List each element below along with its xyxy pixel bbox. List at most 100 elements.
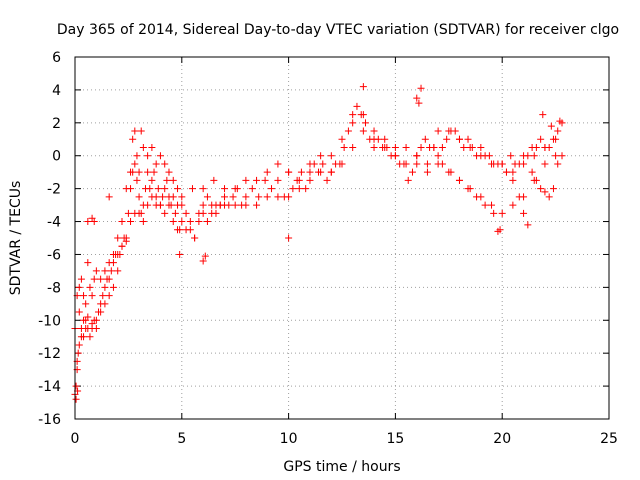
data-point (133, 176, 141, 184)
data-point (413, 94, 421, 102)
data-point (319, 160, 327, 168)
data-point (361, 119, 369, 127)
data-point (163, 176, 171, 184)
data-point (221, 193, 229, 201)
data-point (295, 185, 303, 193)
data-point (101, 283, 109, 291)
data-point (90, 316, 98, 324)
data-point (133, 152, 141, 160)
data-point (338, 135, 346, 143)
data-point (156, 201, 164, 209)
data-point (248, 185, 256, 193)
data-point (421, 135, 429, 143)
data-point (191, 234, 199, 242)
data-point (109, 250, 117, 258)
data-point (306, 176, 314, 184)
data-point (186, 226, 194, 234)
data-point (408, 168, 416, 176)
data-point (552, 152, 560, 160)
data-point (92, 325, 100, 332)
data-point (105, 275, 113, 283)
series-outliers (72, 83, 564, 403)
data-point (430, 144, 438, 151)
data-point (253, 201, 261, 209)
data-point (75, 341, 83, 349)
data-point (391, 144, 399, 151)
data-point (295, 176, 303, 184)
y-tick-label: -12 (38, 346, 61, 362)
data-point (199, 209, 207, 217)
data-point (302, 185, 310, 193)
data-point (174, 185, 182, 193)
data-point (203, 193, 211, 201)
data-point (274, 176, 282, 184)
grid (74, 56, 610, 420)
data-point (402, 144, 410, 151)
data-point (285, 234, 293, 242)
data-point (199, 257, 207, 265)
data-point (473, 193, 481, 201)
data-point (349, 144, 357, 151)
y-tick-label: -6 (47, 247, 61, 263)
data-point (182, 209, 190, 217)
data-point (148, 144, 156, 151)
data-point (359, 83, 367, 91)
x-tick-label: 15 (386, 431, 404, 447)
data-point (156, 152, 164, 160)
data-point (165, 168, 173, 176)
data-point (274, 193, 282, 201)
data-point (135, 193, 143, 201)
data-point (82, 316, 90, 324)
data-point (317, 152, 325, 160)
plot-frame (74, 56, 610, 420)
data-point (144, 201, 152, 209)
data-point (558, 152, 566, 160)
data-point (159, 193, 167, 201)
y-tick-label: -4 (47, 215, 61, 231)
data-point (105, 259, 113, 267)
data-point (221, 185, 229, 193)
data-point (263, 193, 271, 201)
data-point (455, 176, 463, 184)
data-point (135, 168, 143, 176)
data-point (541, 188, 549, 196)
series-main-track (71, 102, 566, 365)
data-point (289, 185, 297, 193)
data-point (381, 144, 389, 151)
data-point (178, 201, 186, 209)
data-point (274, 160, 282, 168)
data-point (94, 308, 102, 316)
data-point (203, 218, 211, 226)
data-point (502, 168, 510, 176)
data-point (201, 252, 209, 260)
data-point (210, 176, 218, 184)
data-point (169, 193, 177, 201)
data-point (148, 193, 156, 201)
data-point (498, 160, 506, 168)
data-point (161, 160, 169, 168)
data-point (82, 300, 90, 308)
data-point (391, 152, 399, 160)
data-point (443, 135, 451, 143)
data-point (488, 201, 496, 209)
data-point (402, 160, 410, 168)
data-point (88, 292, 96, 300)
data-point (195, 218, 203, 226)
data-point (327, 152, 335, 160)
data-point (344, 127, 352, 135)
y-tick-label: 2 (52, 116, 61, 132)
data-point (114, 234, 122, 242)
data-point (90, 218, 98, 226)
data-point (231, 201, 239, 209)
data-point (359, 111, 367, 119)
data-point (146, 185, 154, 193)
data-point (466, 144, 474, 151)
y-axis-label: SDTVAR / TECUs (8, 181, 24, 296)
data-point (139, 144, 147, 151)
data-point (242, 193, 250, 201)
data-point (417, 84, 425, 92)
y-tick-label: 4 (52, 83, 61, 99)
data-point (552, 135, 560, 143)
data-point (528, 168, 536, 176)
